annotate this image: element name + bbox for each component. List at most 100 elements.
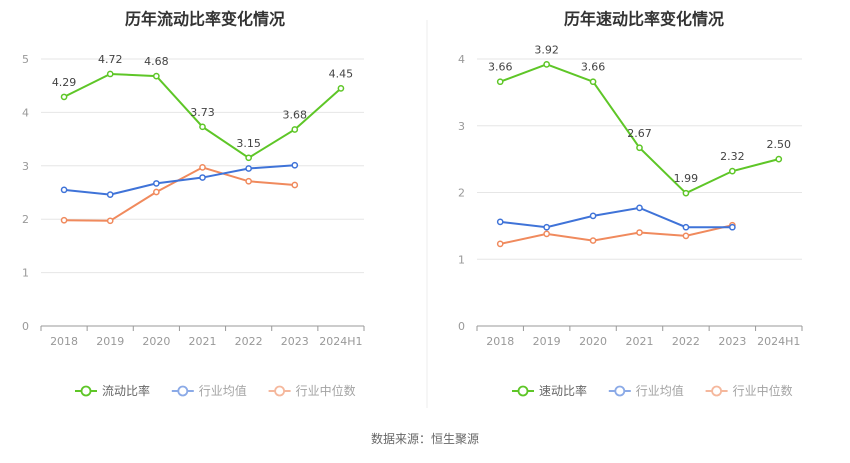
series-1: [496, 204, 736, 231]
data-point[interactable]: [199, 123, 206, 131]
x-tick-label: 2018: [486, 335, 514, 348]
x-tick-label: 2020: [579, 335, 607, 348]
data-point[interactable]: [729, 223, 736, 231]
series-line: [63, 164, 295, 196]
series-0: 3.66 3.92 3.66 2.67 1.99 2.32 2.50: [488, 43, 792, 197]
legend-item[interactable]: 行业均值: [171, 383, 247, 398]
series-line: [500, 206, 733, 229]
data-point[interactable]: [337, 85, 345, 92]
data-point[interactable]: [153, 180, 160, 187]
data-label: 3.73: [190, 106, 215, 119]
legend-marker: [177, 385, 189, 397]
data-point[interactable]: [543, 230, 550, 238]
y-tick-label: 2: [22, 213, 29, 226]
y-tick-label: 4: [22, 106, 29, 119]
series-0: 4.29 4.72 4.68 3.73 3.15 3.68 4.45: [52, 53, 354, 162]
data-point[interactable]: [775, 155, 783, 163]
legend-marker: [274, 385, 286, 397]
legend-item[interactable]: 行业中位数: [268, 383, 356, 398]
data-label: 4.68: [144, 55, 169, 68]
x-tick-label: 2019: [533, 335, 561, 348]
y-tick-label: 3: [458, 120, 465, 133]
data-point[interactable]: [636, 204, 643, 212]
data-label: 4.72: [98, 53, 123, 66]
x-tick-label: 2022: [235, 335, 263, 348]
data-label: 2.50: [767, 138, 792, 151]
data-point[interactable]: [291, 181, 299, 189]
data-point[interactable]: [729, 167, 736, 175]
legend-label: 行业均值: [636, 383, 684, 398]
data-point[interactable]: [682, 223, 690, 231]
data-point[interactable]: [153, 72, 160, 80]
x-tick-label: 2024H1: [757, 335, 800, 348]
x-tick-label: 2022: [672, 335, 700, 348]
data-label: 3.66: [488, 61, 513, 74]
data-point[interactable]: [682, 189, 690, 197]
data-point[interactable]: [543, 223, 550, 231]
data-label: 3.66: [581, 61, 606, 74]
legend-item[interactable]: 速动比率: [512, 383, 587, 398]
data-point[interactable]: [106, 217, 114, 225]
data-point[interactable]: [106, 191, 114, 198]
data-label: 2.32: [720, 150, 745, 163]
data-point[interactable]: [245, 154, 252, 162]
data-point[interactable]: [199, 174, 206, 181]
data-label: 2.67: [627, 127, 652, 140]
legend-marker: [517, 385, 529, 397]
legend-item[interactable]: 行业中位数: [705, 383, 793, 398]
data-point[interactable]: [106, 70, 114, 78]
y-tick-label: 2: [458, 187, 465, 200]
series-1: [60, 161, 299, 198]
x-tick-label: 2023: [281, 335, 309, 348]
legend-label: 行业中位数: [733, 383, 793, 398]
data-label: 1.99: [674, 172, 699, 185]
x-tick-label: 2021: [189, 335, 217, 348]
y-tick-label: 1: [22, 267, 29, 280]
data-point[interactable]: [245, 177, 252, 185]
legend-label: 行业均值: [199, 383, 247, 398]
data-label: 3.15: [236, 137, 261, 150]
data-point[interactable]: [60, 216, 68, 224]
data-label: 4.45: [329, 67, 354, 80]
data-point[interactable]: [636, 229, 643, 236]
legend-marker: [614, 385, 626, 397]
legend-label: 速动比率: [539, 383, 587, 398]
y-tick-label: 5: [22, 53, 29, 66]
data-point[interactable]: [496, 240, 504, 248]
data-point[interactable]: [496, 218, 504, 226]
data-point[interactable]: [496, 78, 504, 86]
legend-label: 行业中位数: [296, 383, 356, 398]
data-point[interactable]: [589, 237, 597, 244]
data-point[interactable]: [636, 144, 643, 152]
current-ratio-chart: 历年流动比率变化情况 0 1 2 3 4 5 2018 2019 2020 2021 2022 2023…: [22, 10, 365, 398]
legend-item[interactable]: 行业均值: [608, 383, 684, 398]
legend-label: 流动比率: [102, 383, 150, 398]
source-label: 数据来源：恒生聚源: [371, 431, 479, 446]
data-point[interactable]: [60, 186, 68, 194]
legend-item[interactable]: 流动比率: [75, 383, 150, 398]
data-point[interactable]: [291, 161, 299, 169]
data-label: 3.68: [283, 108, 308, 121]
x-tick-label: 2019: [96, 335, 124, 348]
chart-title: 历年速动比率变化情况: [564, 10, 724, 29]
data-point[interactable]: [153, 188, 160, 196]
data-point[interactable]: [543, 60, 550, 68]
data-label: 3.92: [534, 43, 559, 56]
legend-marker: [711, 385, 722, 397]
data-point[interactable]: [589, 78, 597, 86]
data-point[interactable]: [245, 165, 252, 172]
x-tick-label: 2021: [626, 335, 654, 348]
x-tick-label: 2020: [142, 335, 170, 348]
x-tick-label: 2024H1: [319, 335, 362, 348]
data-point[interactable]: [589, 212, 597, 220]
x-tick-label: 2018: [50, 335, 78, 348]
data-point[interactable]: [60, 93, 68, 101]
legend-marker: [80, 385, 92, 397]
chart-title: 历年流动比率变化情况: [125, 10, 285, 29]
data-point[interactable]: [682, 232, 690, 240]
data-point[interactable]: [291, 126, 299, 133]
y-tick-label: 1: [458, 253, 465, 266]
data-point[interactable]: [199, 164, 206, 171]
